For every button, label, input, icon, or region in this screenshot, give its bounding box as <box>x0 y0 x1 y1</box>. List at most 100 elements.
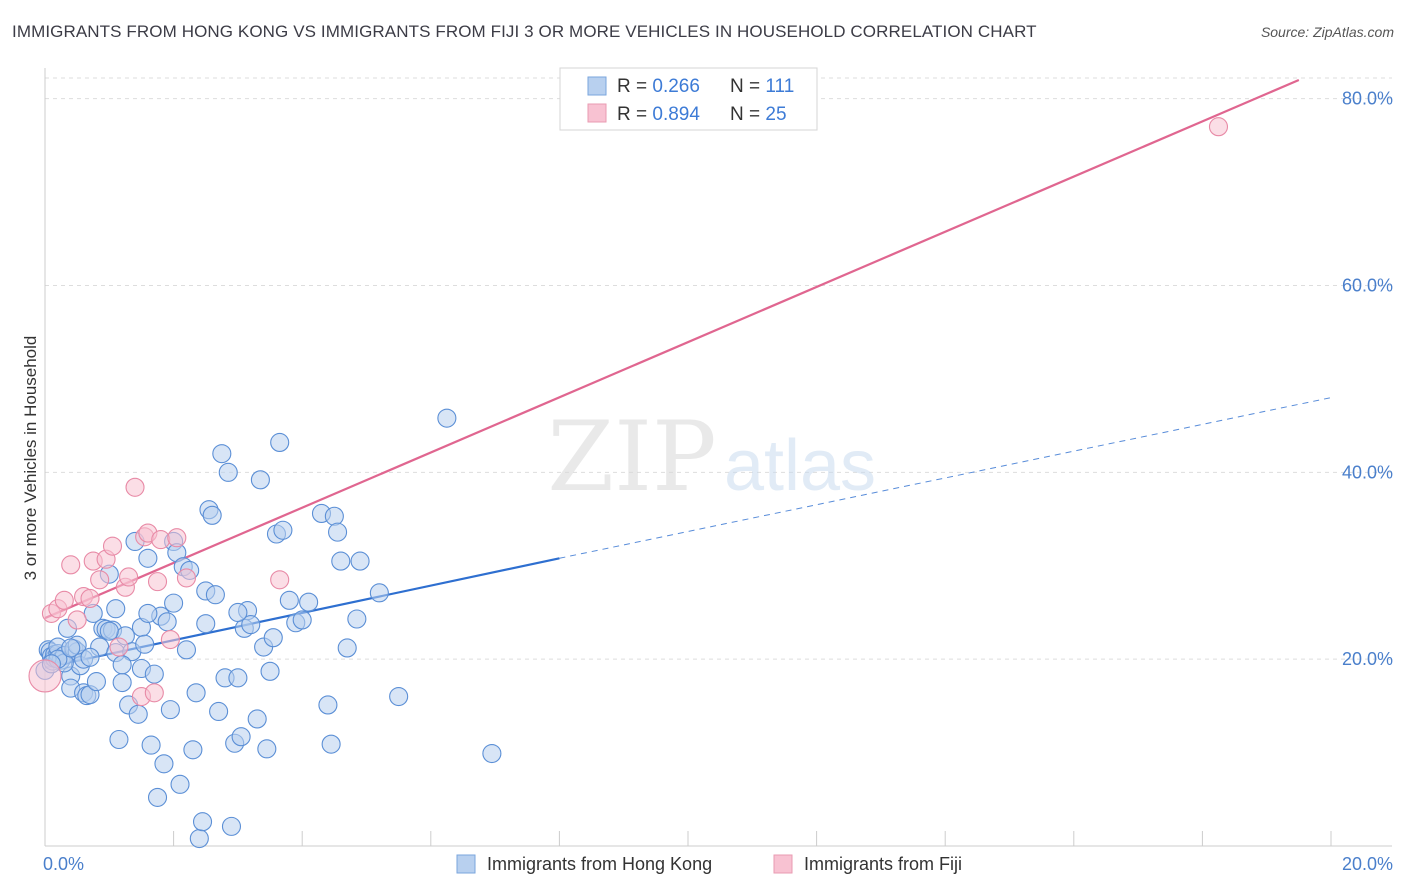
data-point-hong-kong <box>192 812 213 832</box>
data-point-fiji <box>80 588 100 609</box>
svg-text:N = 25: N = 25 <box>730 104 787 125</box>
data-point-hong-kong <box>247 709 267 729</box>
data-point-hong-kong <box>270 432 290 452</box>
data-point-hong-kong <box>160 700 180 720</box>
axes <box>44 68 1392 847</box>
data-point-hong-kong <box>347 609 367 629</box>
data-point-hong-kong <box>183 740 203 760</box>
legend-r-label-fj: R = <box>617 104 652 125</box>
data-point-hong-kong <box>318 695 338 715</box>
data-point-hong-kong <box>331 551 351 571</box>
data-point-hong-kong <box>231 727 251 747</box>
data-point-hong-kong <box>141 735 161 755</box>
trend-lines <box>44 78 1332 669</box>
trend-line-fiji <box>44 78 1300 620</box>
data-point-hong-kong <box>170 774 190 794</box>
data-point-hong-kong <box>350 551 370 571</box>
legend-r-value-hk: 0.266 <box>652 76 700 97</box>
data-point-hong-kong <box>212 444 232 464</box>
data-point-hong-kong <box>369 583 389 603</box>
data-point-hong-kong <box>257 739 277 759</box>
y-axis-title: 3 or more Vehicles in Household <box>21 336 40 581</box>
data-point-fiji <box>151 530 171 550</box>
data-point-fiji <box>61 555 81 575</box>
data-point-hong-kong <box>196 614 216 634</box>
legend-swatch-hong-kong <box>587 76 607 96</box>
data-point-hong-kong <box>138 603 158 623</box>
data-point-hong-kong <box>109 729 129 750</box>
grid-lines <box>45 77 1392 660</box>
data-point-hong-kong <box>328 522 348 542</box>
correlation-legend: R = 0.266 N = 111 R = 0.894 N = 25 <box>559 67 818 131</box>
data-point-hong-kong <box>228 668 248 688</box>
data-point-hong-kong <box>218 462 238 482</box>
data-point-hong-kong <box>250 470 270 490</box>
data-point-fiji <box>109 637 129 657</box>
legend-swatch-fiji <box>587 103 607 123</box>
data-point-hong-kong <box>273 520 293 540</box>
data-point-hong-kong <box>337 638 357 658</box>
y-tick-label: 40.0% <box>1342 462 1393 482</box>
data-point-hong-kong <box>241 615 261 635</box>
bottom-legend-swatch-hong-kong <box>456 854 476 874</box>
data-point-hong-kong <box>209 701 229 722</box>
data-point-hong-kong <box>279 590 299 610</box>
data-point-hong-kong <box>135 634 155 654</box>
data-point-hong-kong <box>389 686 409 707</box>
data-point-hong-kong <box>147 787 168 807</box>
data-point-hong-kong <box>128 704 148 724</box>
data-point-fiji <box>147 572 168 592</box>
watermark-atlas: atlas <box>724 426 876 506</box>
data-point-hong-kong <box>112 655 132 675</box>
data-point-hong-kong <box>176 640 197 660</box>
data-point-fiji <box>28 659 62 693</box>
chart-title: IMMIGRANTS FROM HONG KONG VS IMMIGRANTS … <box>12 22 1037 41</box>
data-point-hong-kong <box>482 743 502 764</box>
watermark-zip: ZIP <box>547 401 716 513</box>
svg-text:N = 111: N = 111 <box>730 76 794 97</box>
data-point-fiji <box>119 567 139 587</box>
data-point-fiji <box>125 477 145 497</box>
data-point-hong-kong <box>112 672 132 693</box>
data-point-hong-kong <box>61 638 81 658</box>
data-point-hong-kong <box>189 828 209 849</box>
data-point-hong-kong <box>221 816 242 836</box>
hong-kong-points <box>35 408 502 849</box>
data-point-fiji <box>270 570 290 590</box>
data-point-fiji <box>1208 117 1229 137</box>
y-tick-label: 20.0% <box>1342 649 1393 669</box>
data-point-hong-kong <box>86 672 106 692</box>
data-point-hong-kong <box>154 754 174 774</box>
data-point-hong-kong <box>321 734 341 754</box>
data-point-hong-kong <box>164 593 184 613</box>
data-point-hong-kong <box>99 621 119 641</box>
data-point-fiji <box>67 610 87 630</box>
data-point-hong-kong <box>299 592 319 612</box>
fiji-points <box>28 117 1229 707</box>
legend-n-label-fj: N = <box>730 104 765 125</box>
data-point-hong-kong <box>437 408 457 428</box>
bottom-legend-label-fiji: Immigrants from Fiji <box>804 854 962 874</box>
data-point-hong-kong <box>157 612 177 632</box>
data-point-hong-kong <box>228 602 248 623</box>
data-point-hong-kong <box>80 647 100 667</box>
y-tick-label: 80.0% <box>1342 89 1393 109</box>
data-point-hong-kong <box>205 585 225 605</box>
data-point-hong-kong <box>292 610 312 630</box>
legend-n-label-hk: N = <box>730 76 765 97</box>
legend-r-value-fj: 0.894 <box>652 104 700 125</box>
data-point-hong-kong <box>260 661 280 681</box>
bottom-legend-label-hong-kong: Immigrants from Hong Kong <box>487 854 712 874</box>
data-point-fiji <box>160 630 180 650</box>
data-point-fiji <box>144 683 164 703</box>
data-point-hong-kong <box>263 628 283 648</box>
svg-text:R = 0.266: R = 0.266 <box>617 76 700 97</box>
legend-r-label-hk: R = <box>617 76 652 97</box>
legend-n-value-hk: 111 <box>765 76 794 97</box>
bottom-legend-swatch-fiji <box>773 854 793 874</box>
y-tick-label: 60.0% <box>1342 276 1393 296</box>
data-point-hong-kong <box>144 664 164 684</box>
x-tick-label: 0.0% <box>43 854 84 874</box>
data-point-hong-kong <box>106 599 126 619</box>
data-point-fiji <box>90 570 110 590</box>
